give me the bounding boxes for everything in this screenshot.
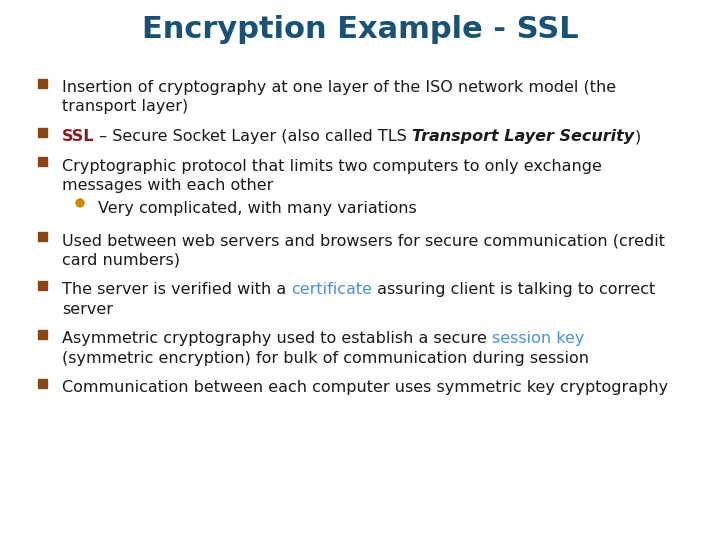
Text: Insertion of cryptography at one layer of the ISO network model (the: Insertion of cryptography at one layer o…	[62, 80, 616, 95]
Text: ): )	[634, 129, 641, 144]
Text: (symmetric encryption) for bulk of communication during session: (symmetric encryption) for bulk of commu…	[62, 350, 589, 366]
Text: Encryption Example - SSL: Encryption Example - SSL	[142, 15, 578, 44]
Text: transport layer): transport layer)	[62, 99, 188, 114]
Bar	[38, 330, 47, 339]
Text: messages with each other: messages with each other	[62, 178, 274, 193]
Text: SSL: SSL	[62, 129, 94, 144]
Text: Transport Layer Security: Transport Layer Security	[413, 129, 634, 144]
Text: The server is verified with a: The server is verified with a	[62, 282, 292, 297]
Text: card numbers): card numbers)	[62, 253, 180, 267]
Text: Very complicated, with many variations: Very complicated, with many variations	[98, 201, 417, 217]
Text: Communication between each computer uses symmetric key cryptography: Communication between each computer uses…	[62, 380, 668, 395]
Bar	[38, 379, 47, 388]
Text: assuring client is talking to correct: assuring client is talking to correct	[372, 282, 656, 297]
Text: server: server	[62, 301, 113, 316]
Text: Used between web servers and browsers for secure communication (credit: Used between web servers and browsers fo…	[62, 233, 665, 248]
Bar	[38, 281, 47, 290]
Circle shape	[76, 199, 84, 207]
Text: Asymmetric cryptography used to establish a secure: Asymmetric cryptography used to establis…	[62, 331, 492, 346]
Text: certificate: certificate	[292, 282, 372, 297]
Text: – Secure Socket Layer (also called TLS: – Secure Socket Layer (also called TLS	[94, 129, 413, 144]
Bar	[38, 232, 47, 241]
Text: session key: session key	[492, 331, 585, 346]
Bar	[38, 128, 47, 137]
Bar	[38, 79, 47, 88]
Bar	[38, 158, 47, 166]
Text: Cryptographic protocol that limits two computers to only exchange: Cryptographic protocol that limits two c…	[62, 159, 602, 173]
